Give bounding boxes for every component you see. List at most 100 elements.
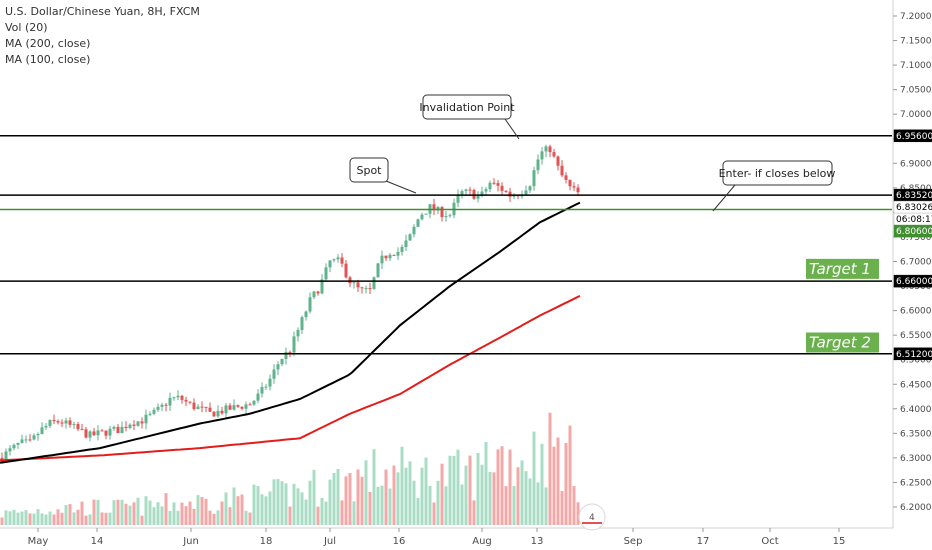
candle-up (456, 194, 460, 203)
candle-up (460, 191, 464, 195)
candle-up (444, 216, 448, 218)
volume-bar (284, 483, 288, 525)
volume-bar (264, 496, 268, 525)
volume-bar (20, 511, 24, 525)
volume-bar (568, 425, 572, 525)
callout-enter[interactable]: Enter- if closes below (712, 160, 835, 212)
volume-bar (208, 510, 212, 525)
candle-up (64, 420, 68, 424)
candle-down (100, 430, 104, 432)
volume-bar (348, 472, 352, 525)
candle-down (200, 406, 204, 408)
candle-down (228, 405, 232, 410)
target-box-2 (806, 332, 879, 353)
y-tick-label: 6.40000 (900, 405, 932, 415)
price-tags: 6.95600 6.83520 6.83026 06:08:17 6.80600 6.66… (893, 129, 932, 361)
volume-bar (128, 505, 132, 525)
candle-up (424, 213, 428, 215)
candle-up (332, 259, 336, 261)
candle-up (108, 428, 112, 436)
volume-bar (496, 449, 500, 525)
candle-down (184, 399, 188, 402)
candle-down (384, 255, 388, 259)
candle-down (552, 152, 556, 157)
price-tag (893, 224, 932, 238)
callout-invalidation[interactable]: Invalidation Point (419, 94, 520, 140)
candle-down (500, 185, 504, 191)
volume-bar (116, 499, 120, 525)
candle-up (352, 282, 356, 284)
candle-up (136, 421, 140, 426)
candle-up (16, 442, 20, 445)
volume-bar (156, 502, 160, 525)
volume-bar (548, 412, 552, 525)
y-tick-label: 7.00000 (900, 110, 932, 120)
candle-down (356, 282, 360, 288)
callout-spot[interactable]: Spot (349, 157, 417, 194)
horizontal-levels[interactable] (0, 135, 892, 355)
candle-down (432, 204, 436, 211)
callout-spot-text: Spot (356, 164, 382, 177)
candle-up (408, 234, 412, 241)
candle-down (508, 191, 512, 197)
volume-bar (564, 443, 568, 525)
volume-bar (108, 512, 112, 525)
x-tick-label: Sep (624, 536, 643, 547)
x-tick-label: May (28, 536, 49, 547)
volume-bar (64, 505, 68, 525)
volume-bar (236, 496, 240, 525)
price-tag (893, 129, 932, 143)
volume-bar (176, 510, 180, 525)
volume-bar (140, 515, 144, 525)
candle-up (96, 430, 100, 436)
volume-bar (220, 501, 224, 525)
candle-down (576, 187, 580, 193)
volume-bar (252, 484, 256, 525)
volume-bar (408, 461, 412, 525)
candle-down (56, 421, 60, 423)
volume-bar (112, 500, 116, 525)
volume-bar (80, 501, 84, 525)
candle-up (412, 226, 416, 235)
candle-down (316, 291, 320, 294)
volume-bar (560, 491, 564, 525)
y-tick-label: 6.85000 (900, 184, 932, 194)
candle-up (148, 413, 152, 415)
candle-down (124, 426, 128, 429)
candle-up (196, 406, 200, 410)
candle-down (140, 421, 144, 424)
candle-down (496, 183, 500, 186)
volume-bar (280, 481, 284, 525)
target-box-1 (806, 258, 879, 279)
volume-bar (476, 453, 480, 525)
candle-up (528, 186, 532, 191)
y-tick-label: 6.20000 (900, 503, 932, 513)
candle-up (244, 404, 248, 409)
volume-bar (168, 510, 172, 525)
candle-up (328, 260, 332, 268)
volume-bar (24, 510, 28, 525)
ma100-line (0, 201, 581, 464)
volume-bar (468, 455, 472, 525)
volume-bar (204, 498, 208, 525)
volume-bar (60, 512, 64, 525)
candle-up (284, 351, 288, 359)
volume-bar (488, 471, 492, 525)
volume-bar (228, 507, 232, 525)
candle-down (92, 431, 96, 436)
volume-bar (88, 514, 92, 525)
x-tick-label: 14 (91, 536, 104, 547)
candle-up (376, 263, 380, 278)
volume-bar (344, 476, 348, 525)
candle-up (388, 254, 392, 259)
y-tick-label: 6.55000 (900, 331, 932, 341)
volume-bar (76, 509, 80, 525)
volume-bar (92, 499, 96, 525)
volume-bar (440, 463, 444, 525)
candle-up (32, 435, 36, 440)
candle-down (248, 404, 252, 406)
x-tick-label: 18 (260, 536, 273, 547)
volume-bar (332, 472, 336, 525)
